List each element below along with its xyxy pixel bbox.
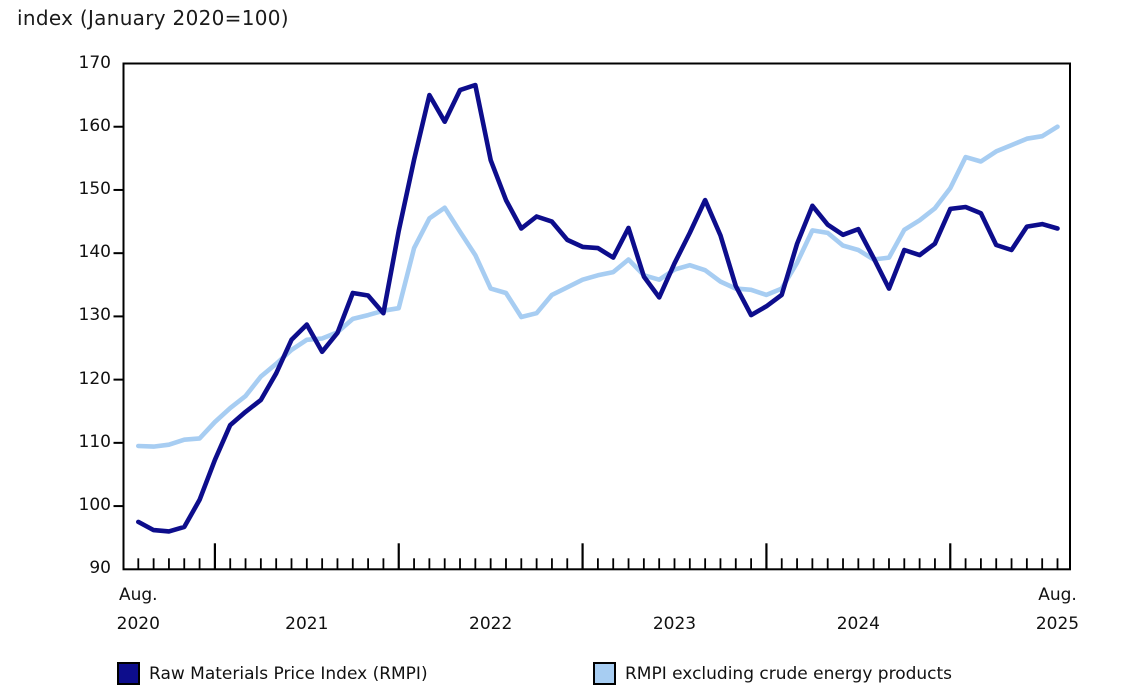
chart-title: index (January 2020=100)	[17, 6, 289, 30]
x-axis-label-end-year: 2025	[1035, 614, 1080, 634]
y-axis-label: 120	[78, 368, 111, 389]
legend-item-rmpi: Raw Materials Price Index (RMPI)	[117, 662, 428, 685]
y-axis-label: 90	[89, 558, 111, 579]
legend-swatch-rmpi	[117, 662, 140, 685]
y-axis-label: 100	[78, 495, 111, 516]
legend: Raw Materials Price Index (RMPI) RMPI ex…	[0, 660, 1132, 700]
x-axis-label-end-month: Aug.	[1038, 585, 1077, 605]
y-axis-label: 170	[78, 52, 111, 73]
y-axis-label: 140	[78, 242, 111, 263]
x-axis-label-start-month: Aug.	[118, 585, 158, 605]
legend-label-rmpi: Raw Materials Price Index (RMPI)	[149, 663, 428, 684]
legend-item-rmpi-excl-energy: RMPI excluding crude energy products	[593, 662, 952, 685]
rmpi-excl-energy-line	[136, 124, 1060, 449]
x-axis-label-start-year: 2020	[116, 614, 160, 634]
x-axis-label-year: 2021	[285, 614, 329, 634]
rmpi-line	[136, 82, 1060, 534]
x-axis-label-year: 2024	[836, 614, 880, 634]
y-axis-label: 150	[78, 178, 111, 199]
x-axis-label-year: 2022	[469, 614, 513, 634]
legend-label-rmpi-excl-energy: RMPI excluding crude energy products	[625, 663, 953, 684]
y-axis-label: 160	[78, 115, 111, 136]
x-axis-label-year: 2023	[652, 614, 697, 634]
y-axis-label: 110	[78, 431, 111, 452]
legend-swatch-rmpi-excl-energy	[593, 662, 616, 685]
y-axis-label: 130	[78, 305, 111, 326]
plot-border	[122, 62, 1071, 571]
